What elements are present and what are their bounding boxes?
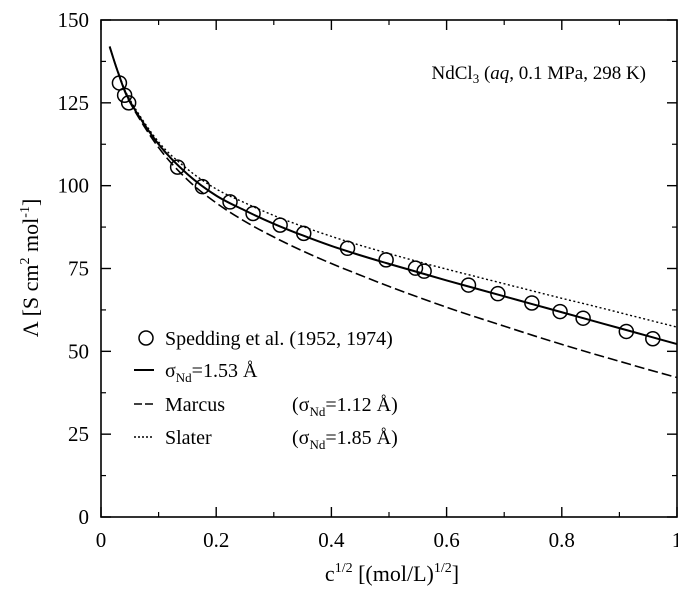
legend-param-slater: (σNd=1.85 Å) [292, 427, 398, 452]
data-markers [111, 75, 661, 347]
x-tick-label: 0.2 [203, 528, 229, 552]
data-point [378, 252, 394, 268]
data-point [460, 277, 477, 293]
y-tick-label: 75 [68, 257, 89, 281]
data-point [245, 205, 261, 222]
data-point [552, 303, 568, 320]
data-point [575, 310, 591, 326]
y-axis-title: Λ [S cm2 mol-1] [18, 199, 43, 338]
legend-symbol-spedding [138, 330, 154, 346]
data-point [490, 285, 506, 302]
y-tick-label: 125 [58, 91, 90, 115]
x-tick-label: 1 [672, 528, 678, 552]
series-line-slater [108, 46, 678, 328]
x-tick-label: 0.8 [549, 528, 575, 552]
y-tick-label: 25 [68, 422, 89, 446]
y-tick-label: 0 [79, 505, 90, 529]
tick-labels: 0 0.2 0.4 0.6 0.8 1 0 25 50 75 100 125 150 [58, 8, 678, 552]
x-tick-label: 0 [96, 528, 107, 552]
legend-param-marcus: (σNd=1.12 Å) [292, 394, 398, 419]
y-tick-label: 100 [58, 174, 90, 198]
y-tick-label: 50 [68, 339, 89, 363]
ticks [100, 19, 678, 518]
data-point [169, 159, 186, 175]
data-point [222, 194, 238, 210]
data-point [120, 95, 137, 111]
data-point [618, 323, 635, 340]
legend-label-marcus: Marcus [165, 394, 225, 416]
data-point [296, 225, 312, 242]
legend-label-slater: Slater [165, 427, 212, 449]
x-axis-title: c1/2 [(mol/L)1/2] [325, 561, 459, 586]
data-point [272, 217, 288, 233]
series-line-solid [108, 46, 678, 346]
x-tick-label: 0.6 [433, 528, 459, 552]
data-point [524, 295, 540, 311]
data-point [194, 178, 211, 195]
data-point [339, 240, 356, 257]
series-line-marcus [108, 46, 678, 379]
x-tick-label: 0.4 [318, 528, 345, 552]
chart-annotation: NdCl3 (aq, 0.1 MPa, 298 K) [432, 63, 646, 86]
legend-label-solid: σNd=1.53 Å [165, 360, 258, 385]
data-point [116, 87, 133, 103]
y-tick-label: 150 [58, 8, 90, 32]
data-point [416, 263, 432, 279]
legend: Spedding et al. (1952, 1974) σNd=1.53 Å … [134, 328, 398, 452]
legend-label-spedding: Spedding et al. (1952, 1974) [165, 328, 393, 350]
data-point [407, 260, 424, 276]
data-point [645, 330, 661, 347]
